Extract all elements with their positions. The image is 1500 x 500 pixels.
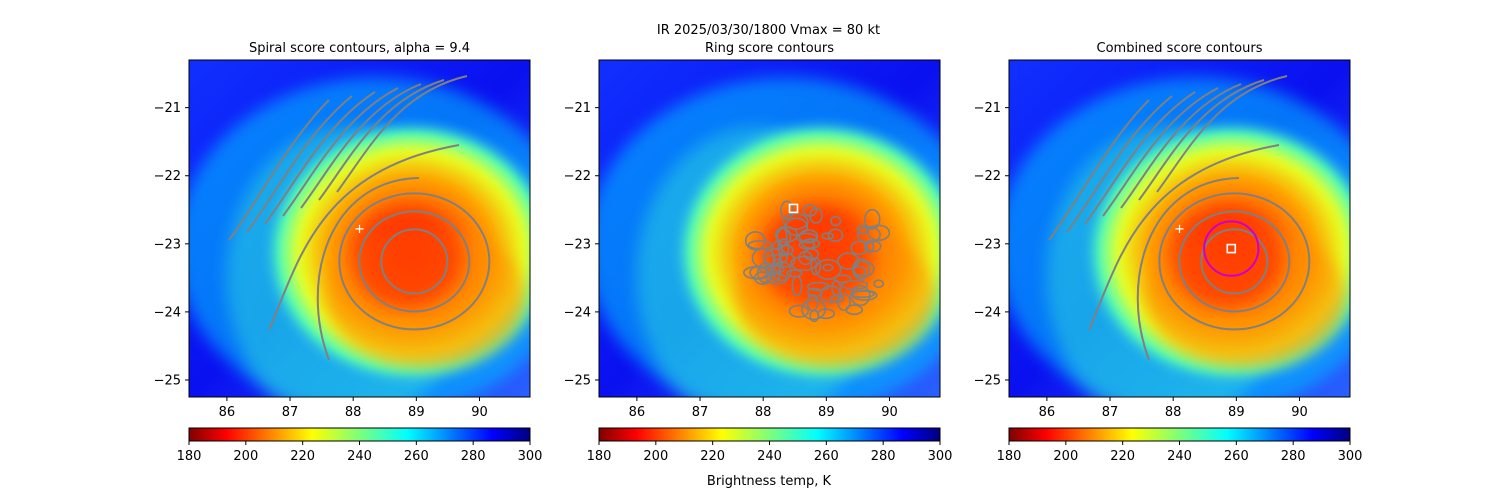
y-tick-label: −25 [564, 373, 591, 388]
x-tick-label: 87 [1102, 405, 1119, 420]
colorbar [188, 427, 531, 442]
center-marker [788, 203, 799, 214]
y-tick-label: −21 [564, 101, 591, 116]
figure-suptitle: IR 2025/03/30/1800 Vmax = 80 kt [0, 22, 1500, 39]
contour-overlay [743, 200, 891, 323]
eye-ring-marker [1203, 220, 1260, 277]
guess-marker [1175, 224, 1184, 233]
y-tick-label: −25 [154, 373, 181, 388]
y-tick-label: −22 [154, 169, 181, 184]
axes-frame [1008, 59, 1351, 398]
contour-overlay [1048, 75, 1311, 361]
panel-title: Combined score contours [1097, 41, 1263, 56]
colorbar-tick-label: 200 [1053, 449, 1078, 464]
y-tick-label: −22 [974, 169, 1001, 184]
colorbar-tick-label: 300 [518, 449, 543, 464]
guess-marker [355, 224, 364, 233]
colorbar-tick-label: 280 [871, 449, 896, 464]
colorbar-tick-label: 240 [347, 449, 372, 464]
colorbar [1008, 427, 1351, 442]
y-tick-label: −23 [974, 237, 1001, 252]
y-tick-label: −25 [974, 373, 1001, 388]
axes-frame [598, 59, 941, 398]
y-tick-label: −23 [564, 237, 591, 252]
colorbar-tick-label: 200 [233, 449, 258, 464]
colorbar-tick-label: 280 [461, 449, 486, 464]
x-tick-label: 88 [345, 405, 362, 420]
x-tick-label: 89 [818, 405, 835, 420]
y-tick-label: −23 [154, 237, 181, 252]
colorbar-tick-label: 260 [1224, 449, 1249, 464]
colorbar-tick-label: 300 [1338, 449, 1363, 464]
colorbar-tick-label: 260 [814, 449, 839, 464]
x-tick-label: 86 [219, 405, 236, 420]
x-tick-label: 87 [692, 405, 709, 420]
suptitle-line: IR 2025/03/30/1800 Vmax = 80 kt [656, 23, 881, 38]
panel-title: Spiral score contours, alpha = 9.4 [249, 41, 470, 56]
x-tick-label: 88 [755, 405, 772, 420]
colorbar-label: Brightness temp, K [707, 474, 832, 489]
colorbar-tick-label: 200 [643, 449, 668, 464]
y-tick-label: −24 [974, 305, 1001, 320]
x-tick-label: 86 [629, 405, 646, 420]
axes-frame [188, 59, 531, 398]
x-tick-label: 90 [1291, 405, 1308, 420]
colorbar-tick-label: 180 [997, 449, 1022, 464]
panel-1: Spiral score contours, alpha = 9.4 86 87 88… [154, 41, 543, 464]
colorbar-tick-label: 220 [700, 449, 725, 464]
colorbar [598, 427, 941, 442]
ir-image [1009, 60, 1350, 397]
colorbar-tick-label: 180 [587, 449, 612, 464]
ir-image [599, 60, 940, 397]
panel-title: Ring score contours [705, 41, 834, 56]
x-tick-label: 87 [282, 405, 299, 420]
ir-image [189, 60, 530, 397]
colorbar-tick-label: 240 [757, 449, 782, 464]
x-tick-label: 86 [1039, 405, 1056, 420]
panel-3: Combined score contours 86 87 88 89 90 −21 −22 −… [974, 41, 1363, 464]
y-tick-label: −24 [564, 305, 591, 320]
contour-overlay [228, 75, 491, 361]
colorbar-tick-label: 280 [1281, 449, 1306, 464]
y-tick-label: −21 [974, 101, 1001, 116]
y-tick-label: −24 [154, 305, 181, 320]
colorbar-tick-label: 260 [404, 449, 429, 464]
y-tick-label: −22 [564, 169, 591, 184]
x-tick-label: 90 [471, 405, 488, 420]
x-tick-label: 89 [1228, 405, 1245, 420]
y-tick-label: −21 [154, 101, 181, 116]
colorbar-tick-label: 220 [290, 449, 315, 464]
colorbar-tick-label: 220 [1110, 449, 1135, 464]
colorbar-tick-label: 240 [1167, 449, 1192, 464]
colorbar-tick-label: 300 [928, 449, 953, 464]
x-tick-label: 88 [1165, 405, 1182, 420]
x-tick-label: 90 [881, 405, 898, 420]
center-marker [1226, 243, 1237, 254]
x-tick-label: 89 [408, 405, 425, 420]
panel-2: Ring score contours 86 87 88 89 90 −21 −22 −23 −2… [564, 41, 953, 464]
colorbar-tick-label: 180 [177, 449, 202, 464]
